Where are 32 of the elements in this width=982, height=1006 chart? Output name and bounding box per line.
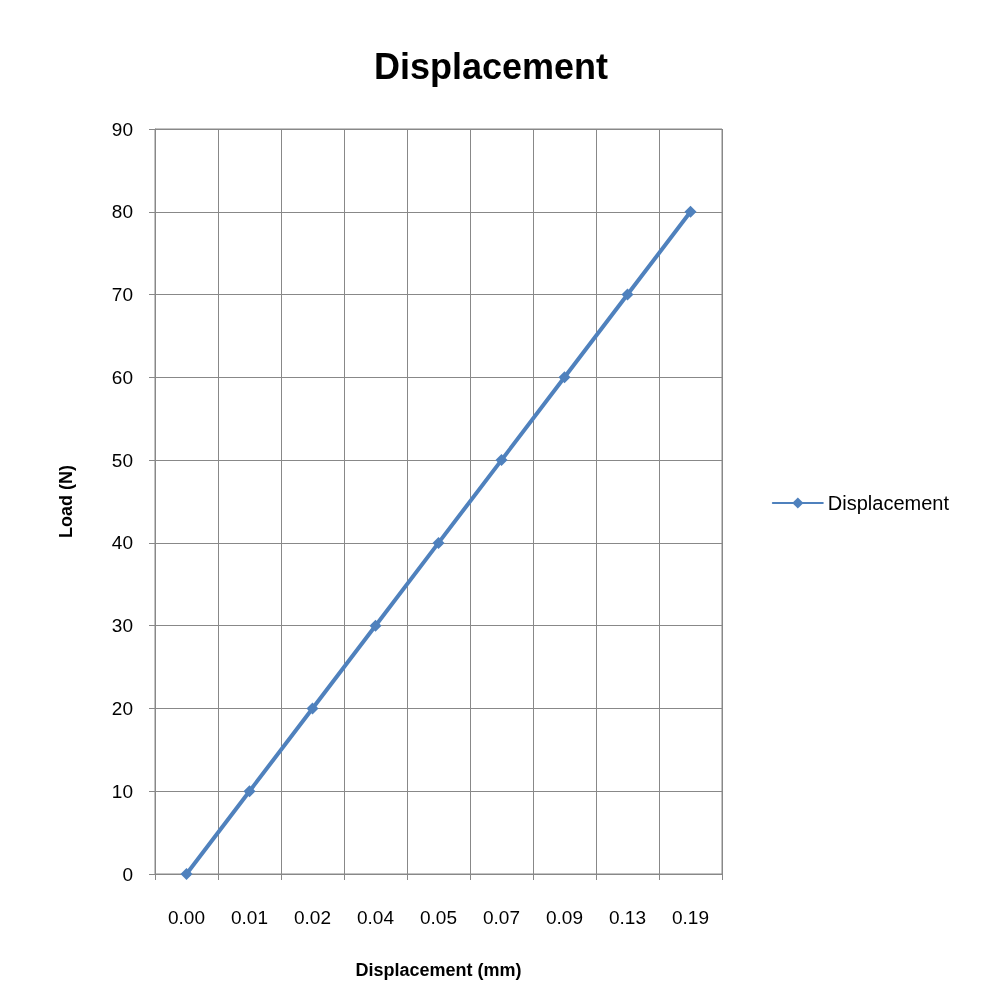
point [432, 536, 445, 549]
x-tick-label: 0.02 [294, 907, 331, 928]
y-axis-title: Load (N) [56, 465, 76, 538]
x-tick-label: 0.00 [168, 907, 205, 928]
y-tick-label: 60 [111, 366, 133, 388]
y-tick-label: 20 [111, 697, 133, 719]
x-tick-label: 0.19 [672, 907, 709, 928]
chart-title: Displacement [373, 45, 609, 87]
y-tick-label: 80 [111, 201, 133, 223]
x-tick-label: 0.05 [420, 907, 457, 928]
point [180, 868, 193, 880]
y-tick-label: 40 [111, 532, 133, 554]
x-tick-label: 0.13 [609, 907, 646, 928]
point [558, 371, 571, 384]
x-tick-label: 0.09 [546, 907, 583, 928]
y-tick-label: 90 [111, 118, 133, 140]
y-tick-label: 30 [111, 615, 133, 637]
point [684, 205, 697, 218]
point [243, 785, 256, 798]
x-tick-label: 0.04 [357, 907, 395, 928]
y-tick-label: 50 [111, 449, 133, 471]
point [495, 454, 508, 467]
y-tick-label: 70 [111, 284, 133, 306]
y-tick-label: 10 [111, 780, 133, 802]
point [306, 702, 319, 715]
point [369, 619, 382, 632]
x-axis-title: Displacement (mm) [355, 960, 522, 980]
x-tick-label: 0.07 [483, 907, 520, 928]
y-tick-label: 0 [122, 863, 133, 885]
point [621, 288, 634, 301]
x-tick-label: 0.01 [231, 907, 268, 928]
legend-label: Displacement [827, 492, 950, 514]
